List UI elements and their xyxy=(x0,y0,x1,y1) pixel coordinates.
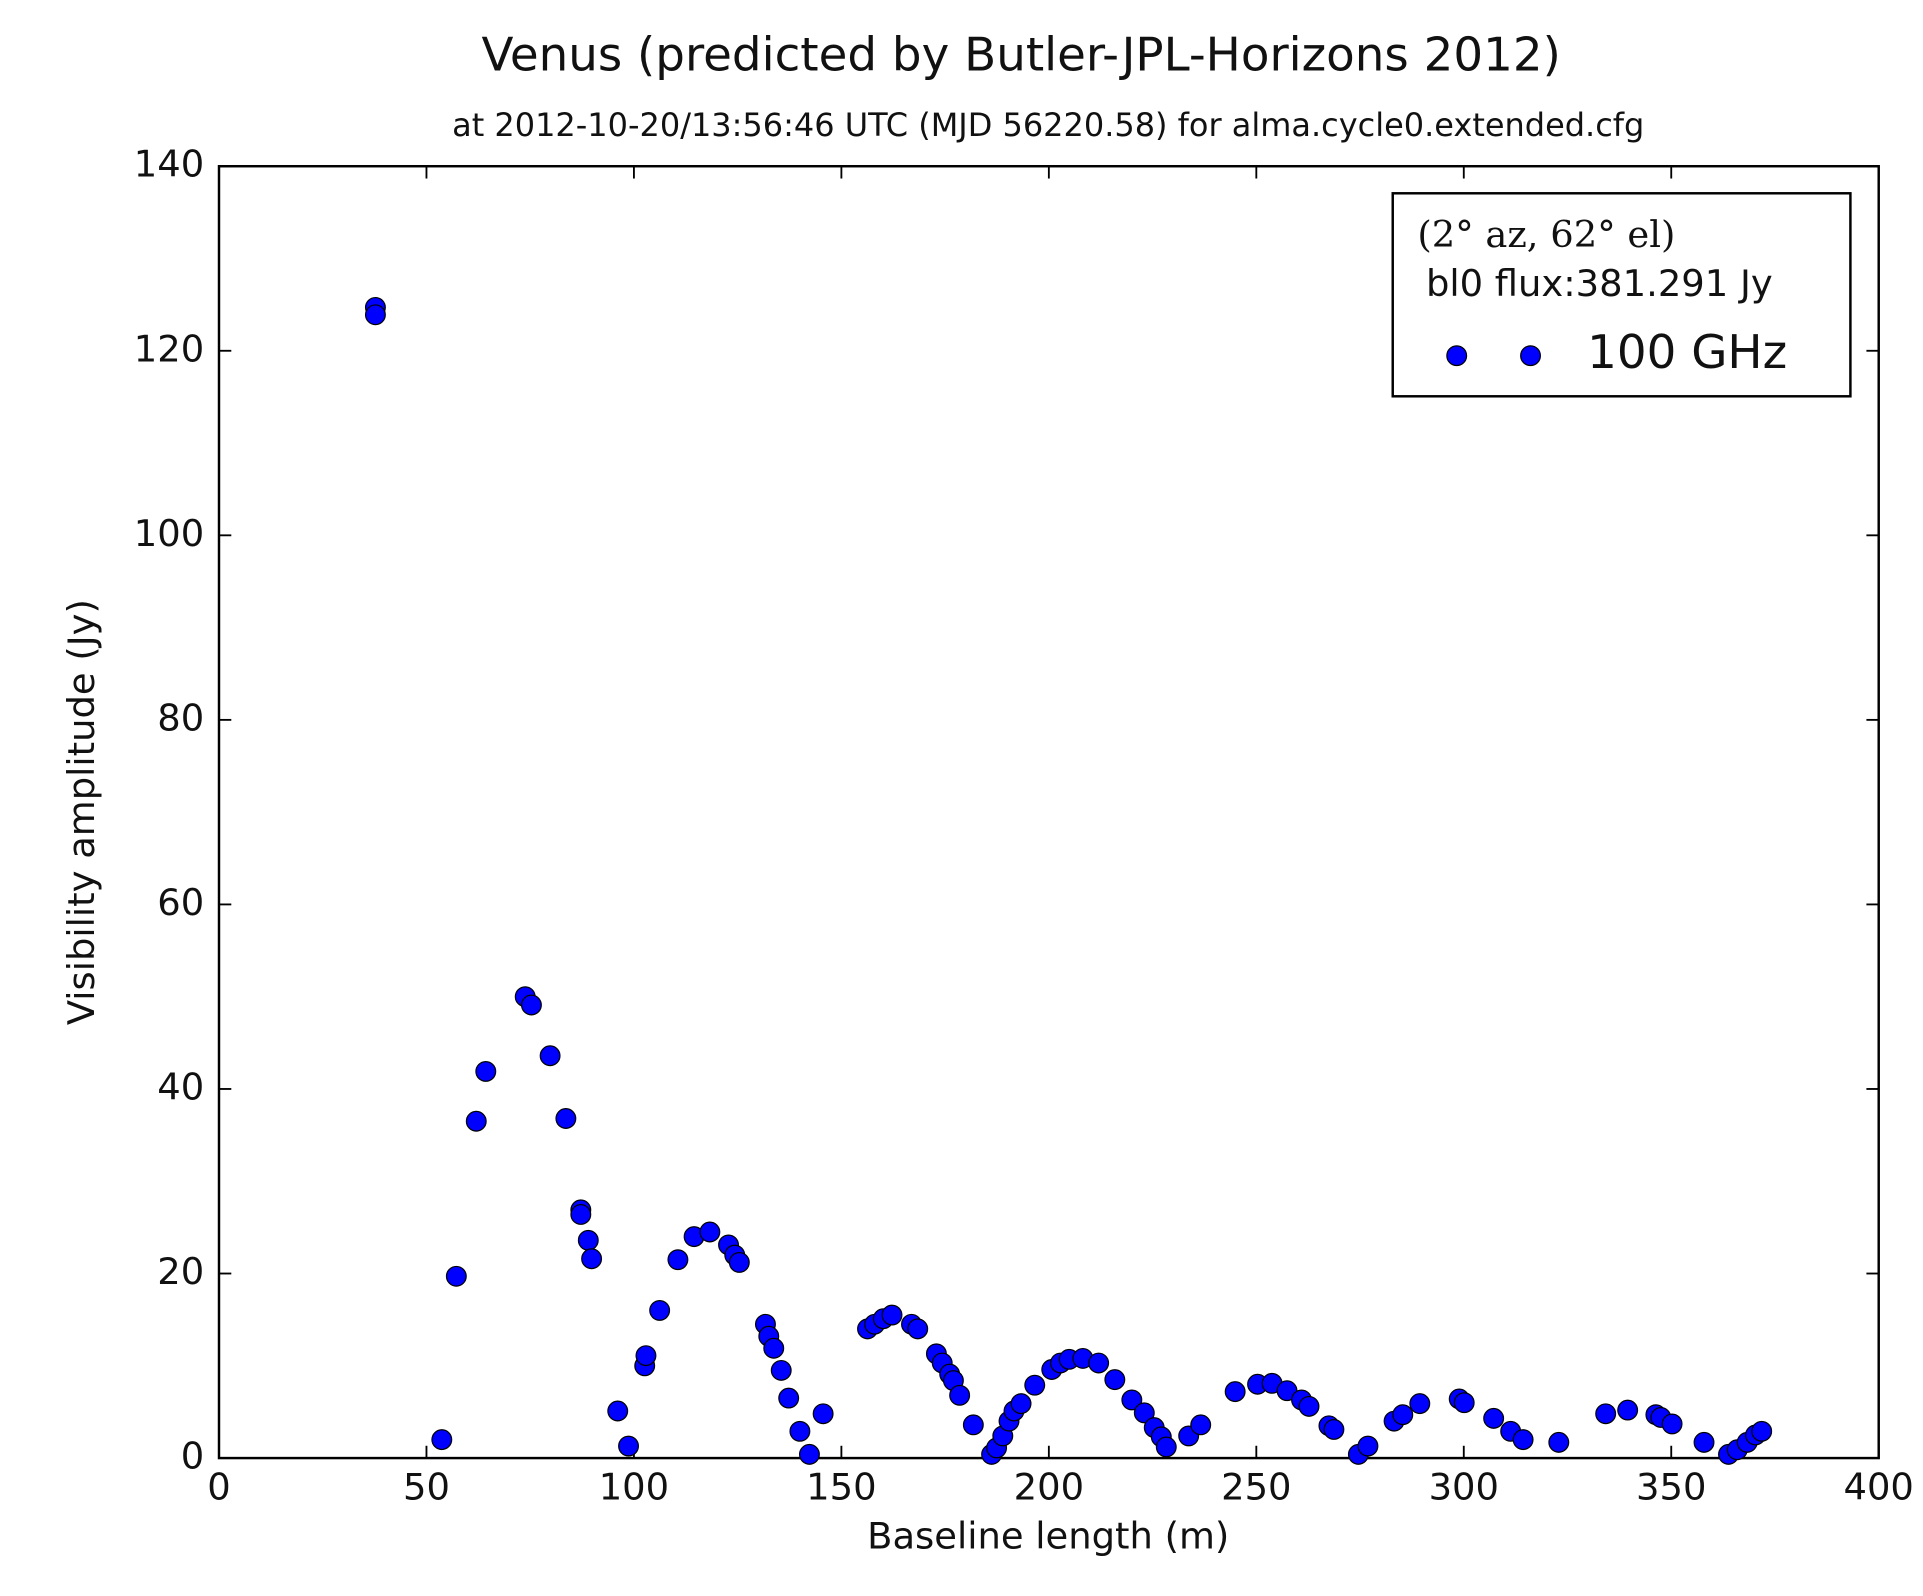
x-axis-label: Baseline length (m) xyxy=(867,1515,1229,1558)
point xyxy=(962,1414,984,1436)
point xyxy=(1693,1431,1715,1453)
legend-title: (2° az, 62° el) xyxy=(1417,213,1675,256)
y-axis-label: Visibility amplitude (Jy) xyxy=(60,599,103,1025)
y-tick-label: 40 xyxy=(157,1065,204,1108)
point xyxy=(763,1337,785,1359)
point xyxy=(1617,1399,1639,1421)
x-tick-label: 50 xyxy=(403,1465,450,1508)
point xyxy=(907,1318,929,1340)
point xyxy=(520,994,542,1016)
x-tick-label: 300 xyxy=(1429,1465,1499,1508)
point xyxy=(812,1403,834,1425)
point xyxy=(728,1251,750,1273)
y-tick-label: 120 xyxy=(134,327,204,370)
legend-title: bl0 flux:381.291 Jy xyxy=(1426,262,1773,305)
x-tick-label: 350 xyxy=(1636,1465,1706,1508)
point xyxy=(949,1384,971,1406)
x-tick-label: 250 xyxy=(1221,1465,1291,1508)
point xyxy=(1661,1413,1683,1435)
point xyxy=(1357,1435,1379,1457)
x-tick-label: 400 xyxy=(1843,1465,1913,1508)
x-tick-label: 150 xyxy=(806,1465,876,1508)
legend-marker xyxy=(1446,345,1468,367)
y-tick-label: 20 xyxy=(157,1250,204,1293)
x-tick-label: 0 xyxy=(207,1465,230,1508)
point xyxy=(555,1108,577,1129)
point xyxy=(1088,1352,1110,1374)
point xyxy=(465,1110,487,1132)
point xyxy=(789,1420,811,1442)
legend-marker xyxy=(1520,345,1541,367)
legend-box xyxy=(1391,192,1852,398)
point xyxy=(1224,1381,1246,1403)
point xyxy=(699,1221,721,1243)
point xyxy=(1392,1404,1414,1426)
point xyxy=(1595,1403,1617,1425)
y-tick-label: 80 xyxy=(157,696,204,739)
point xyxy=(1751,1420,1773,1442)
point xyxy=(635,1345,657,1367)
point xyxy=(607,1400,629,1422)
point xyxy=(1155,1436,1177,1458)
point xyxy=(445,1265,467,1287)
point xyxy=(475,1060,497,1082)
point xyxy=(1010,1393,1032,1415)
point xyxy=(539,1045,561,1067)
point xyxy=(1512,1429,1534,1451)
y-tick-label: 140 xyxy=(134,143,204,186)
point xyxy=(881,1304,903,1326)
point xyxy=(1133,1402,1155,1424)
point xyxy=(1453,1392,1475,1414)
point xyxy=(577,1229,599,1251)
point xyxy=(667,1249,689,1271)
x-tick-label: 200 xyxy=(1014,1465,1084,1508)
point xyxy=(1298,1395,1320,1417)
point xyxy=(770,1359,792,1381)
point xyxy=(1190,1414,1212,1436)
y-tick-label: 0 xyxy=(181,1435,204,1478)
point xyxy=(570,1204,592,1225)
point xyxy=(778,1387,800,1409)
chart-subtitle: at 2012-10-20/13:56:46 UTC (MJD 56220.58… xyxy=(452,106,1644,144)
point xyxy=(1483,1407,1505,1429)
point xyxy=(431,1429,453,1451)
point xyxy=(581,1248,603,1270)
point xyxy=(1323,1419,1345,1440)
point xyxy=(1409,1393,1431,1415)
point xyxy=(798,1443,820,1465)
point xyxy=(649,1299,671,1321)
point xyxy=(1548,1431,1570,1453)
legend-label: 100 GHz xyxy=(1587,326,1787,380)
plot-frame xyxy=(217,164,1880,1460)
y-tick-label: 100 xyxy=(134,512,204,555)
point xyxy=(1121,1389,1143,1411)
point xyxy=(1104,1369,1126,1391)
point xyxy=(618,1435,639,1457)
x-tick-label: 100 xyxy=(599,1465,669,1508)
y-tick-label: 60 xyxy=(157,881,204,924)
point xyxy=(1024,1374,1046,1396)
chart-title: Venus (predicted by Butler-JPL-Horizons … xyxy=(481,28,1560,82)
point xyxy=(364,304,386,326)
